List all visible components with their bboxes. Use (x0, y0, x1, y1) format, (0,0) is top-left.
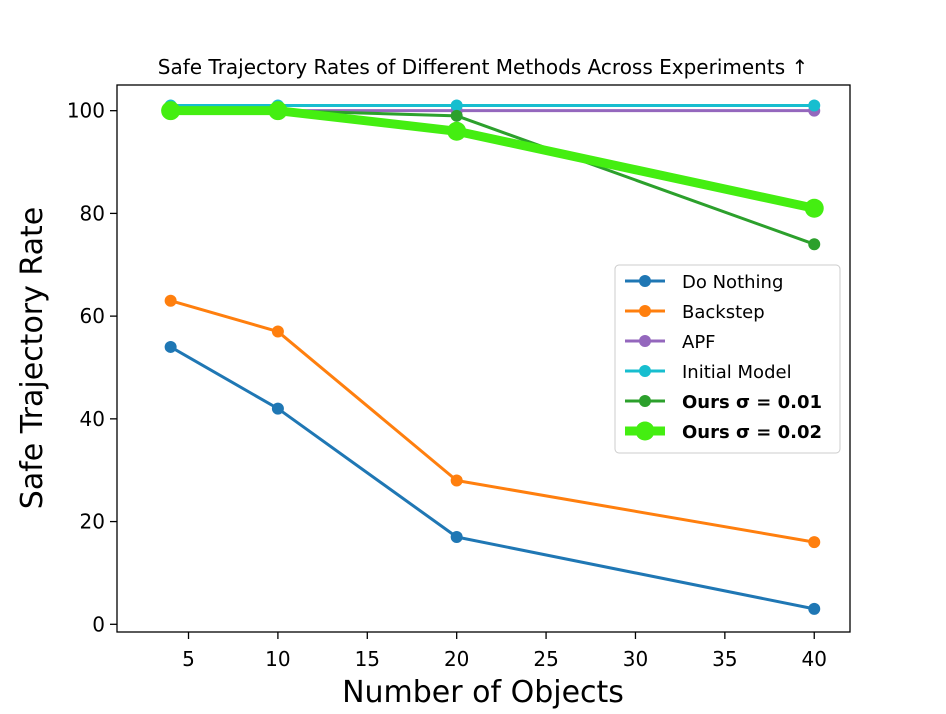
x-tick-label: 15 (355, 647, 380, 671)
x-tick-label: 25 (533, 647, 558, 671)
y-axis-label: Safe Trajectory Rate (15, 207, 50, 509)
data-point (450, 99, 463, 112)
data-point (450, 109, 463, 122)
legend-label: Initial Model (682, 362, 792, 383)
data-point (808, 99, 821, 112)
series-do-nothing (164, 340, 821, 615)
y-tick-label: 40 (80, 407, 105, 431)
data-point (271, 402, 284, 415)
series-line (170, 106, 816, 213)
data-point (268, 101, 288, 121)
series-line (170, 109, 815, 246)
legend-label: Ours σ = 0.01 (682, 392, 822, 413)
legend-swatch-marker (639, 305, 651, 317)
series-ours-0-01 (164, 104, 821, 251)
legend-box (614, 264, 841, 454)
legend-entry: Ours σ = 0.01 (625, 392, 822, 413)
data-point (450, 474, 463, 487)
legend: Do Nothing Backstep APF Initial Model Ours σ… (614, 264, 841, 454)
data-point (164, 294, 177, 307)
series-backstep (164, 294, 821, 549)
y-tick-label: 20 (80, 510, 105, 534)
legend-entry: Ours σ = 0.02 (625, 421, 822, 443)
legend-entry: Initial Model (625, 362, 792, 383)
data-point (808, 238, 821, 251)
legend-swatch-marker (639, 395, 651, 407)
x-tick-label: 20 (444, 647, 469, 671)
legend-swatch-marker (635, 421, 655, 441)
legend-swatch-marker (639, 365, 651, 377)
legend-label: Ours σ = 0.02 (682, 422, 822, 443)
data-point (450, 530, 463, 543)
data-point (808, 602, 821, 615)
x-tick-label: 40 (802, 647, 827, 671)
legend-label: Do Nothing (682, 272, 783, 293)
legend-swatch-marker (639, 335, 651, 347)
chart-title: Safe Trajectory Rates of Different Metho… (158, 55, 808, 79)
series-line (169, 345, 815, 611)
data-point (161, 101, 181, 121)
series-line (170, 299, 815, 544)
data-point (271, 325, 284, 338)
y-tick-label: 100 (67, 99, 105, 123)
x-axis-label: Number of Objects (342, 675, 624, 710)
legend-entry: Do Nothing (625, 272, 783, 293)
x-tick-label: 5 (182, 647, 195, 671)
x-tick-label: 30 (623, 647, 648, 671)
y-tick-label: 0 (92, 612, 105, 636)
legend-entry: APF (625, 332, 716, 353)
x-tick-label: 10 (265, 647, 290, 671)
legend-entry: Backstep (625, 302, 765, 323)
data-point (804, 198, 824, 218)
legend-label: Backstep (682, 302, 765, 323)
series-ours-0-02 (161, 101, 824, 218)
legend-label: APF (682, 332, 716, 353)
legend-swatch-marker (639, 275, 651, 287)
plot-area (161, 99, 824, 615)
y-tick-label: 60 (80, 304, 105, 328)
data-point (164, 340, 177, 353)
x-tick-label: 35 (712, 647, 737, 671)
axes: 5 10 15 20 25 30 35 40 0 20 40 60 80 100 (67, 99, 827, 671)
plot-frame (116, 84, 851, 633)
data-point (808, 536, 821, 549)
y-tick-label: 80 (80, 201, 105, 225)
data-point (447, 121, 467, 141)
